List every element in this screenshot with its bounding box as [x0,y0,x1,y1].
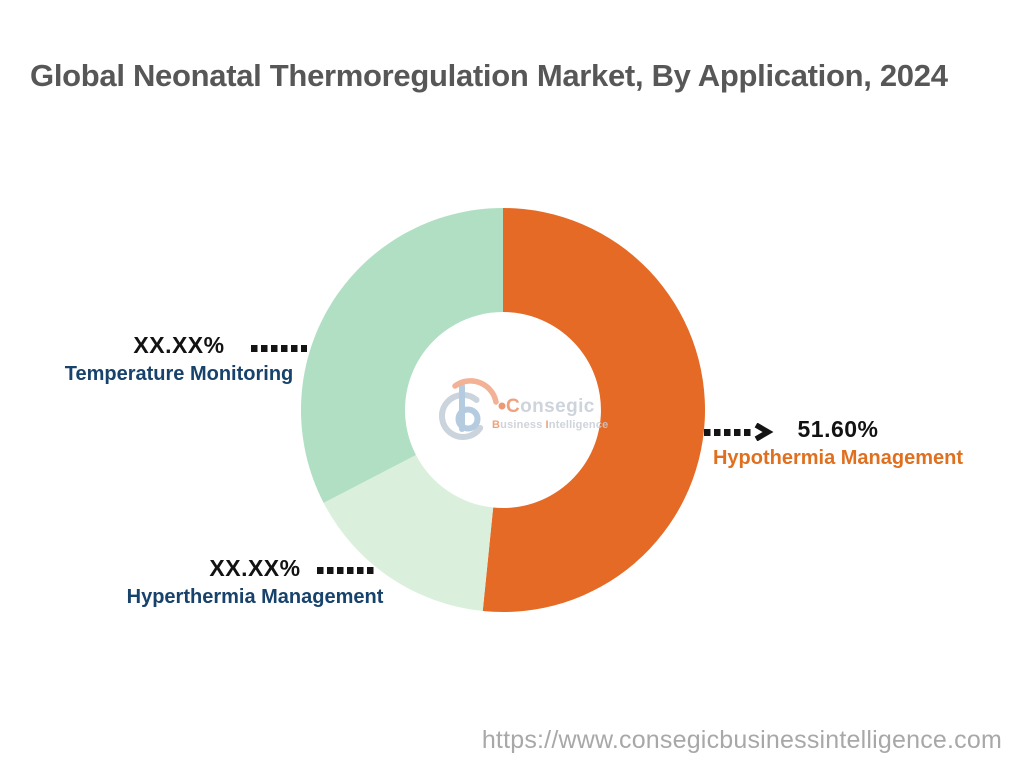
leader-dots-temperature-monitoring [251,345,307,352]
callout-temperature-monitoring: XX.XX% Temperature Monitoring [48,332,310,386]
brand-name: Consegic [506,396,595,418]
arrowhead-icon [754,423,774,441]
callout-hyperthermia-management: XX.XX% Hyperthermia Management [124,555,386,609]
value-label-temperature-monitoring: XX.XX% [133,332,225,358]
brand-tagline: Business Intelligence [492,419,609,431]
brand-logo: Consegic Business Intelligence [436,377,611,443]
category-label-hyperthermia-management: Hyperthermia Management [126,586,384,608]
consegic-logo-icon [439,378,506,440]
donut-slice-hypothermia-management [482,208,706,612]
source-url-link[interactable]: https://www.consegicbusinessintelligence… [481,726,1002,754]
category-label-temperature-monitoring: Temperature Monitoring [64,363,294,385]
leader-dots-hyperthermia-management [317,567,377,574]
leader-arrow-hypothermia-management [704,423,774,441]
category-label-hypothermia-management: Hypothermia Management [712,447,964,469]
donut-slice-hyperthermia-management [323,455,494,611]
brand-rest: onsegic [520,396,595,417]
brand-initial: C [506,396,521,417]
donut-slice-temperature-monitoring [301,208,503,503]
chart-title: Global Neonatal Thermoregulation Market,… [30,58,948,93]
leader-dots-hypothermia-management [704,428,752,436]
value-label-hypothermia-management: 51.60% [797,416,879,442]
callout-hypothermia-management: 51.60% Hypothermia Management [707,416,969,470]
value-label-hyperthermia-management: XX.XX% [209,555,301,581]
